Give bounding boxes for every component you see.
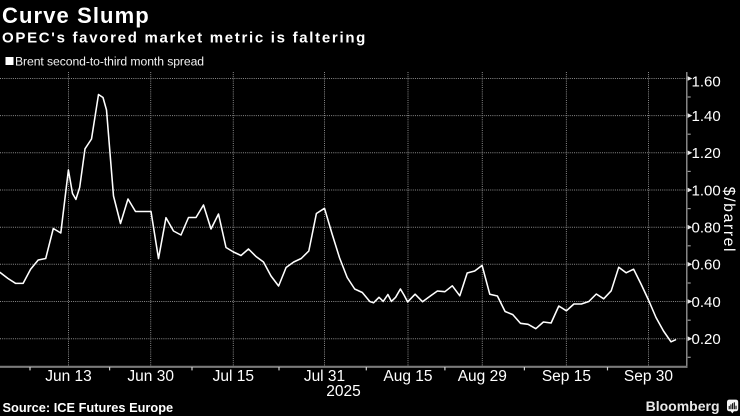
svg-text:Bloomberg: Bloomberg bbox=[646, 398, 720, 414]
svg-text:1.20: 1.20 bbox=[692, 145, 721, 162]
svg-text:Source: ICE Futures Europe: Source: ICE Futures Europe bbox=[3, 400, 174, 415]
svg-text:Jun 30: Jun 30 bbox=[127, 368, 174, 385]
svg-text:Aug 29: Aug 29 bbox=[458, 368, 507, 385]
svg-text:Jun 13: Jun 13 bbox=[45, 368, 92, 385]
svg-text:Brent second-to-third month sp: Brent second-to-third month spread bbox=[15, 55, 204, 69]
svg-text:OPEC's favored market metric i: OPEC's favored market metric is falterin… bbox=[2, 29, 367, 46]
svg-text:Sep 15: Sep 15 bbox=[542, 368, 591, 385]
svg-text:$/barrel: $/barrel bbox=[720, 187, 737, 253]
svg-text:0.80: 0.80 bbox=[692, 220, 721, 237]
svg-text:1.00: 1.00 bbox=[692, 182, 721, 199]
svg-text:1.60: 1.60 bbox=[692, 74, 721, 91]
svg-text:2025: 2025 bbox=[326, 383, 360, 400]
svg-text:0.20: 0.20 bbox=[692, 331, 721, 348]
svg-text:Jul 31: Jul 31 bbox=[304, 368, 345, 385]
svg-text:0.40: 0.40 bbox=[692, 294, 721, 311]
svg-text:Aug 15: Aug 15 bbox=[383, 368, 432, 385]
svg-text:Curve Slump: Curve Slump bbox=[2, 3, 150, 28]
svg-text:0.60: 0.60 bbox=[692, 257, 721, 274]
svg-text:1.40: 1.40 bbox=[692, 108, 721, 125]
svg-text:Jul 15: Jul 15 bbox=[213, 368, 254, 385]
svg-text:Sep 30: Sep 30 bbox=[624, 368, 674, 385]
